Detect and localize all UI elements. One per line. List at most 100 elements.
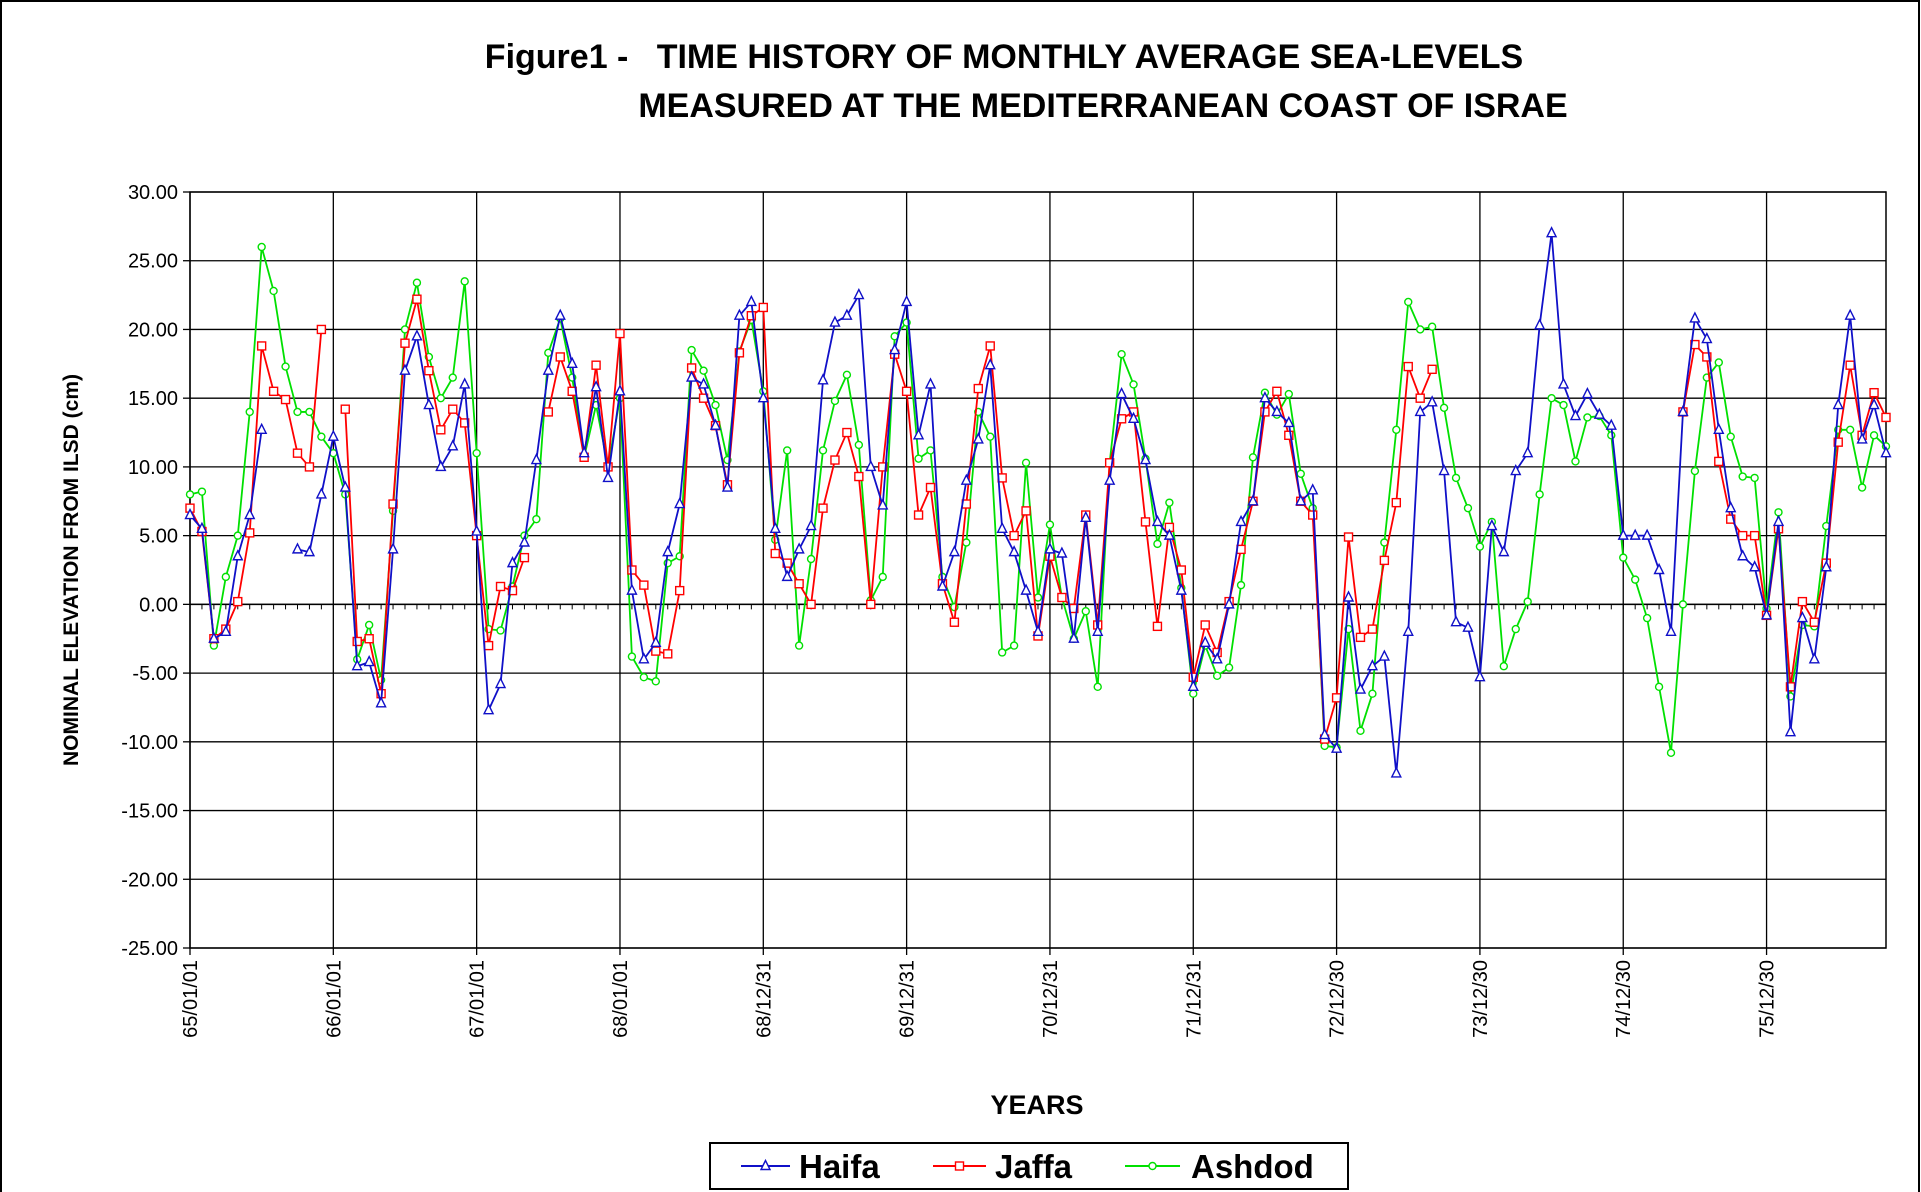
- marker-triangle: [1808, 652, 1820, 664]
- marker-triangle: [984, 358, 996, 370]
- x-tick-label: 67/01/01: [467, 960, 489, 1038]
- marker-circle: [1714, 358, 1723, 367]
- y-tick-label: 30.00: [128, 182, 178, 204]
- marker-square: [1415, 393, 1425, 403]
- marker-triangle: [948, 545, 961, 557]
- marker-circle: [639, 673, 649, 682]
- marker-triangle: [1605, 418, 1617, 430]
- marker-triangle: [709, 418, 722, 430]
- marker-square: [1726, 514, 1736, 524]
- marker-square: [1427, 364, 1437, 375]
- series-line: [189, 298, 1887, 740]
- x-tick-label: 71/12/31: [1183, 960, 1205, 1038]
- marker-triangle: [1139, 452, 1152, 465]
- marker-circle: [1857, 483, 1867, 492]
- marker-circle: [1415, 325, 1425, 334]
- marker-triangle: [1175, 583, 1187, 595]
- marker-triangle: [1617, 528, 1629, 540]
- marker-circle: [1153, 539, 1162, 549]
- marker-circle: [651, 677, 661, 686]
- marker-triangle: [459, 377, 471, 389]
- y-tick-label: -25.00: [121, 938, 178, 960]
- marker-triangle: [674, 496, 686, 509]
- marker-triangle: [769, 521, 781, 533]
- marker-circle: [854, 440, 864, 450]
- marker-square: [268, 386, 279, 397]
- marker-circle: [627, 652, 637, 661]
- marker-triangle: [1414, 404, 1426, 417]
- marker-circle: [436, 393, 446, 403]
- marker-triangle: [1474, 670, 1486, 682]
- marker-triangle: [1748, 560, 1761, 572]
- marker-circle: [997, 648, 1007, 657]
- marker-square: [555, 352, 565, 362]
- marker-square: [364, 634, 374, 644]
- marker-circle: [1224, 663, 1234, 672]
- marker-square: [830, 455, 840, 465]
- marker-circle: [1654, 682, 1664, 692]
- marker-square: [352, 636, 362, 647]
- marker-square: [842, 427, 852, 438]
- marker-square: [954, 1161, 965, 1171]
- marker-circle: [221, 572, 231, 582]
- marker-triangle: [638, 652, 650, 664]
- marker-triangle: [375, 696, 387, 708]
- marker-circle: [1678, 600, 1688, 609]
- marker-circle: [1212, 671, 1222, 681]
- marker-circle: [1093, 682, 1102, 692]
- marker-triangle: [1653, 562, 1665, 575]
- marker-triangle: [1402, 624, 1414, 637]
- marker-square: [1809, 617, 1820, 627]
- marker-triangle: [1271, 404, 1283, 417]
- marker-circle: [532, 514, 541, 524]
- marker-triangle: [841, 308, 853, 320]
- marker-square: [1702, 352, 1712, 362]
- marker-square: [1200, 620, 1210, 630]
- marker-triangle: [757, 391, 769, 403]
- marker-circle: [1738, 472, 1747, 481]
- marker-circle: [1356, 726, 1365, 736]
- marker-triangle: [1820, 560, 1832, 572]
- marker-triangle: [924, 377, 937, 389]
- marker-triangle: [1677, 404, 1689, 417]
- marker-triangle: [303, 545, 316, 557]
- marker-square: [340, 404, 350, 414]
- marker-square: [615, 328, 625, 339]
- marker-triangle: [1366, 659, 1379, 671]
- marker-circle: [1284, 389, 1294, 399]
- marker-square: [233, 596, 243, 607]
- marker-square: [758, 302, 768, 313]
- marker-circle: [687, 345, 696, 355]
- marker-square: [818, 503, 828, 513]
- marker-circle: [1427, 322, 1437, 331]
- marker-triangle: [1856, 432, 1868, 444]
- marker-triangle: [602, 470, 614, 483]
- marker-triangle: [566, 356, 578, 369]
- marker-square: [854, 471, 864, 482]
- marker-circle: [1559, 400, 1568, 410]
- marker-square: [674, 585, 685, 596]
- marker-triangle: [1569, 408, 1582, 421]
- marker-triangle: [1760, 608, 1773, 620]
- marker-circle: [842, 370, 852, 380]
- marker-circle: [496, 626, 505, 635]
- marker-triangle: [1342, 590, 1355, 602]
- marker-triangle: [1772, 514, 1785, 527]
- marker-circle: [233, 531, 242, 540]
- marker-triangle: [1008, 545, 1020, 557]
- chart-title: Figure1 - TIME HISTORY OF MONTHLY AVERAG…: [485, 38, 1523, 76]
- marker-triangle: [889, 343, 901, 355]
- marker-circle: [782, 446, 792, 455]
- marker-square: [866, 599, 876, 610]
- marker-square: [973, 383, 983, 394]
- marker-triangle: [1319, 727, 1331, 740]
- marker-square: [507, 585, 518, 596]
- marker-square: [1833, 437, 1843, 447]
- marker-circle: [806, 554, 816, 564]
- x-tick-label: 74/12/30: [1613, 960, 1635, 1038]
- marker-circle: [699, 366, 708, 375]
- marker-triangle: [1713, 422, 1725, 434]
- marker-square: [424, 365, 434, 376]
- marker-triangle: [1689, 311, 1701, 323]
- marker-circle: [1535, 490, 1544, 499]
